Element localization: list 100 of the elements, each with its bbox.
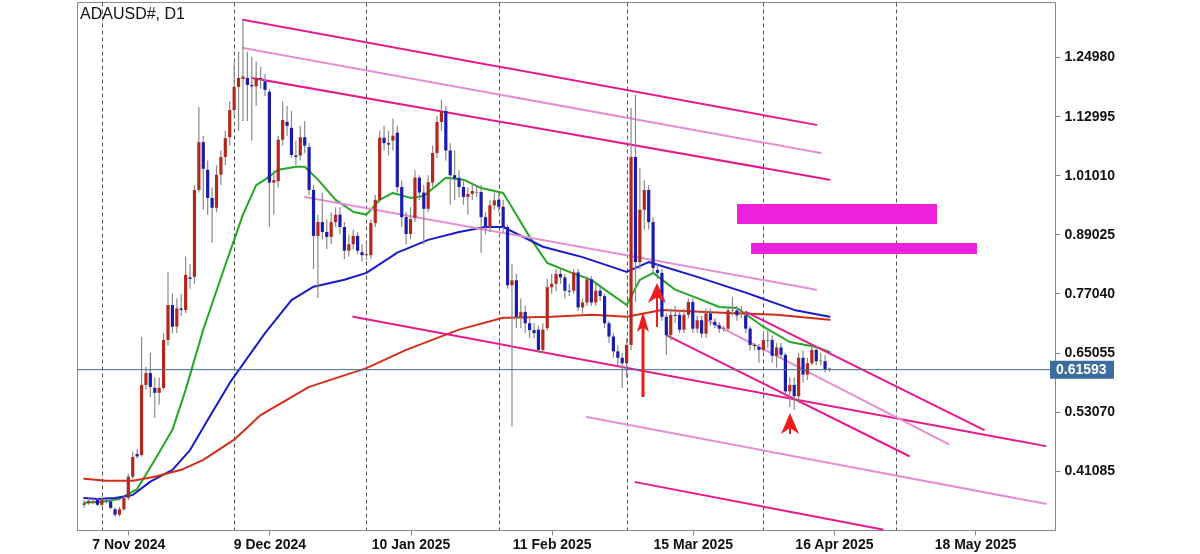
candlestick bbox=[572, 268, 576, 295]
candlestick bbox=[704, 307, 708, 339]
candlestick bbox=[536, 325, 541, 354]
candlestick bbox=[179, 293, 183, 317]
candlestick bbox=[801, 349, 805, 384]
candlestick bbox=[338, 206, 342, 236]
line-series bbox=[83, 165, 831, 504]
candlestick bbox=[386, 130, 391, 157]
candlestick bbox=[814, 344, 818, 366]
candlestick bbox=[594, 283, 598, 307]
candlestick bbox=[263, 73, 267, 97]
candlestick bbox=[373, 194, 377, 228]
candlestick bbox=[144, 366, 148, 391]
candlestick bbox=[259, 66, 263, 90]
candlestick bbox=[488, 199, 492, 233]
candlestick bbox=[342, 221, 346, 260]
candlestick bbox=[157, 376, 161, 406]
candlestick bbox=[616, 344, 620, 366]
candlestick bbox=[241, 19, 245, 122]
candlestick bbox=[523, 305, 527, 334]
candlestick bbox=[316, 214, 320, 299]
candlestick bbox=[686, 297, 690, 319]
chart-title: ADAUSD#, D1 bbox=[80, 5, 186, 22]
candlestick bbox=[148, 352, 152, 398]
x-tick-label: 7 Nov 2024 bbox=[92, 535, 166, 552]
ref-line-label: 0.61593 bbox=[1056, 360, 1107, 377]
candlestick bbox=[404, 211, 408, 245]
candlestick bbox=[805, 357, 810, 381]
candlestick bbox=[585, 275, 589, 307]
y-tick-label: 0.53070 bbox=[1064, 403, 1116, 420]
candlestick bbox=[236, 51, 241, 132]
y-tick-label: 0.89025 bbox=[1064, 225, 1116, 242]
candlestick bbox=[563, 273, 567, 300]
candlestick bbox=[422, 184, 426, 245]
candlestick bbox=[298, 125, 302, 161]
y-tick-label: 0.65055 bbox=[1064, 344, 1116, 361]
y-tick-label: 1.12995 bbox=[1064, 107, 1116, 124]
candlestick bbox=[510, 263, 514, 428]
candlestick bbox=[131, 450, 135, 480]
y-tick-label: 1.01010 bbox=[1064, 166, 1116, 183]
candlestick bbox=[223, 130, 227, 166]
candlestick bbox=[461, 179, 466, 206]
candlestick bbox=[757, 343, 761, 364]
candlestick bbox=[320, 191, 324, 240]
y-tick-label: 1.24980 bbox=[1064, 48, 1116, 65]
candlestick bbox=[356, 231, 360, 255]
candlestick bbox=[483, 211, 488, 236]
candlestick bbox=[607, 320, 611, 344]
line-series bbox=[83, 308, 831, 482]
candlestick bbox=[272, 169, 276, 216]
candlestick bbox=[347, 233, 351, 258]
candlestick bbox=[466, 186, 470, 216]
candlestick bbox=[554, 268, 558, 292]
candlestick bbox=[497, 191, 501, 213]
y-tick-label: 0.77040 bbox=[1064, 284, 1116, 301]
candlestick bbox=[294, 140, 298, 166]
candlestick bbox=[642, 179, 646, 231]
candlestick bbox=[408, 206, 413, 240]
candlestick bbox=[774, 342, 779, 369]
candlestick bbox=[700, 315, 704, 339]
candlestick bbox=[589, 275, 593, 307]
candlestick bbox=[91, 497, 95, 505]
candlestick bbox=[175, 297, 179, 334]
y-tick-label: 0.41085 bbox=[1064, 462, 1116, 479]
x-tick-label: 10 Jan 2025 bbox=[371, 535, 451, 552]
candlestick bbox=[625, 337, 629, 379]
candlestick bbox=[219, 149, 223, 186]
candlestick bbox=[329, 211, 333, 245]
candlestick bbox=[126, 473, 130, 501]
candlestick bbox=[528, 315, 532, 339]
candlestick bbox=[325, 219, 329, 250]
candlestick bbox=[245, 51, 249, 122]
candlestick bbox=[792, 376, 796, 411]
candlestick bbox=[770, 334, 774, 364]
candlestick bbox=[360, 243, 364, 263]
candlestick bbox=[232, 62, 236, 117]
candlestick bbox=[153, 376, 157, 419]
candlestick bbox=[519, 297, 523, 329]
x-tick-label: 16 Apr 2025 bbox=[795, 535, 874, 552]
candlestick bbox=[281, 100, 285, 147]
candlestick bbox=[748, 325, 752, 351]
candlestick bbox=[682, 307, 686, 334]
candlestick bbox=[453, 149, 457, 201]
candlestick bbox=[210, 186, 214, 244]
candlestick bbox=[285, 105, 289, 137]
candlestick bbox=[664, 312, 668, 356]
x-tick-label: 11 Feb 2025 bbox=[512, 535, 592, 552]
candlestick bbox=[303, 120, 307, 154]
candlestick bbox=[669, 307, 673, 342]
x-tick-label: 15 Mar 2025 bbox=[653, 535, 734, 552]
candlestick bbox=[391, 117, 395, 152]
x-tick-label: 9 Dec 2024 bbox=[233, 535, 307, 552]
candlestick bbox=[170, 293, 175, 334]
candlestick bbox=[810, 344, 814, 366]
candlestick bbox=[677, 310, 682, 334]
candlestick bbox=[766, 327, 770, 349]
candlestick bbox=[439, 99, 444, 132]
candlestick bbox=[382, 125, 386, 152]
candlestick bbox=[501, 199, 505, 233]
candlestick bbox=[735, 305, 739, 322]
